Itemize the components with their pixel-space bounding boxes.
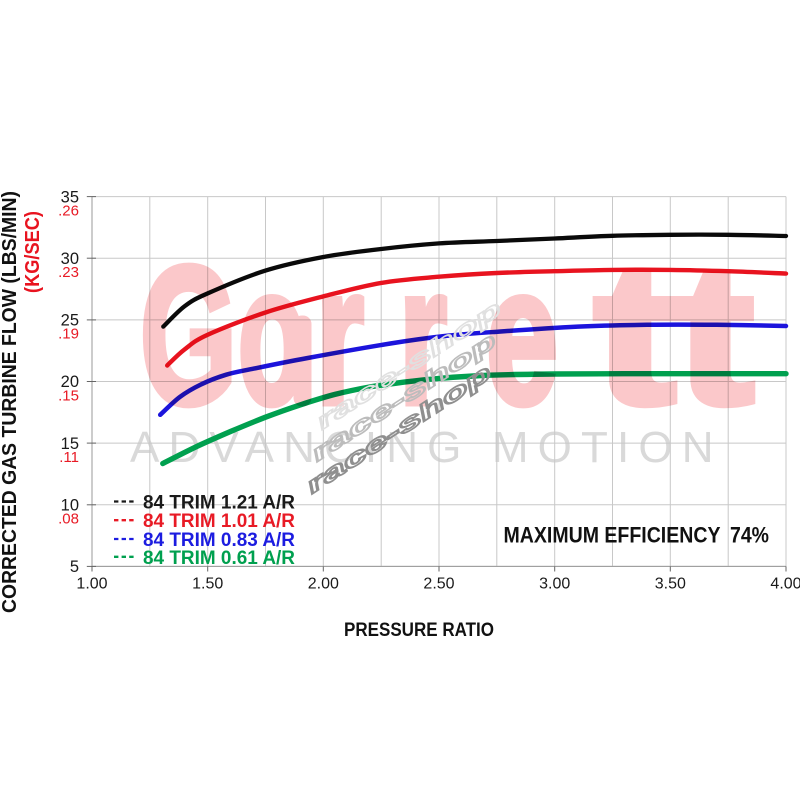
svg-text:84 TRIM 1.01 A/R: 84 TRIM 1.01 A/R	[143, 510, 295, 532]
svg-text:10: 10	[61, 497, 79, 515]
svg-text:30: 30	[61, 250, 79, 268]
svg-text:84 TRIM 0.83 A/R: 84 TRIM 0.83 A/R	[143, 529, 295, 551]
svg-text:3.00: 3.00	[539, 576, 570, 593]
svg-text:.15: .15	[58, 387, 79, 404]
svg-text:74%: 74%	[730, 523, 769, 548]
svg-text:84 TRIM 1.21 A/R: 84 TRIM 1.21 A/R	[143, 492, 295, 514]
svg-text:20: 20	[61, 373, 79, 391]
svg-text:.19: .19	[58, 326, 79, 343]
svg-text:4.00: 4.00	[770, 576, 800, 593]
svg-text:35: 35	[61, 188, 79, 206]
svg-text:25: 25	[61, 312, 79, 330]
svg-text:r: r	[316, 226, 364, 445]
svg-text:15: 15	[61, 435, 79, 453]
svg-text:e: e	[486, 226, 558, 445]
svg-text:84 TRIM 0.61 A/R: 84 TRIM 0.61 A/R	[143, 547, 295, 569]
svg-text:PRESSURE RATIO: PRESSURE RATIO	[344, 620, 494, 641]
svg-text:2.50: 2.50	[423, 576, 454, 593]
svg-text:CORRECTED GAS TURBINE FLOW (LB: CORRECTED GAS TURBINE FLOW (LBS/MIN)	[0, 191, 21, 613]
svg-text:1.50: 1.50	[192, 576, 223, 593]
svg-text:t: t	[594, 226, 676, 445]
svg-text:.08: .08	[58, 511, 79, 528]
svg-text:r: r	[399, 226, 447, 445]
svg-text:5: 5	[70, 558, 79, 576]
svg-text:.23: .23	[58, 264, 79, 281]
svg-text:.26: .26	[58, 202, 79, 219]
svg-text:MAXIMUM EFFICIENCY: MAXIMUM EFFICIENCY	[504, 523, 721, 548]
svg-text:t: t	[676, 226, 754, 445]
svg-text:(KG/SEC): (KG/SEC)	[21, 211, 44, 293]
svg-text:1.00: 1.00	[76, 576, 107, 593]
svg-text:2.00: 2.00	[308, 576, 339, 593]
svg-text:.11: .11	[59, 449, 79, 466]
svg-text:3.50: 3.50	[655, 576, 686, 593]
svg-text:G: G	[140, 226, 237, 445]
